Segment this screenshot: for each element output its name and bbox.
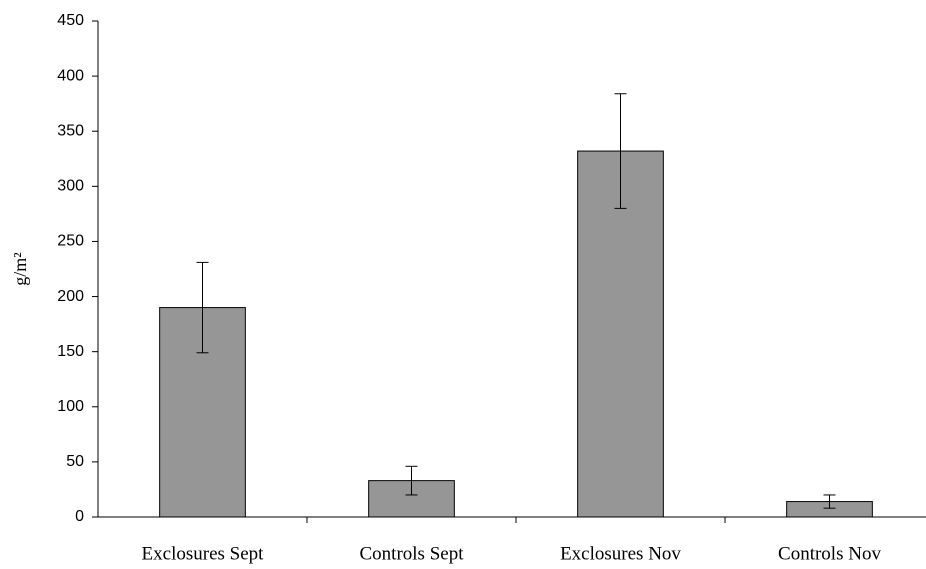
- y-tick-label: 0: [75, 508, 84, 525]
- x-tick-label: Controls Sept: [360, 543, 465, 564]
- y-tick-label: 50: [66, 453, 84, 470]
- y-tick-label: 200: [57, 288, 84, 305]
- y-axis-label: g/m²: [10, 252, 30, 285]
- y-tick-label: 250: [57, 233, 84, 250]
- x-tick-label: Exclosures Nov: [560, 543, 681, 564]
- y-tick-label: 100: [57, 398, 84, 415]
- x-tick-label: Controls Nov: [778, 543, 881, 564]
- y-tick-label: 300: [57, 178, 84, 195]
- y-tick-label: 350: [57, 122, 84, 139]
- y-tick-label: 400: [57, 67, 84, 84]
- y-tick-label: 150: [57, 343, 84, 360]
- x-tick-label: Exclosures Sept: [142, 543, 265, 564]
- bar: [577, 150, 664, 518]
- y-tick-label: 450: [57, 12, 84, 29]
